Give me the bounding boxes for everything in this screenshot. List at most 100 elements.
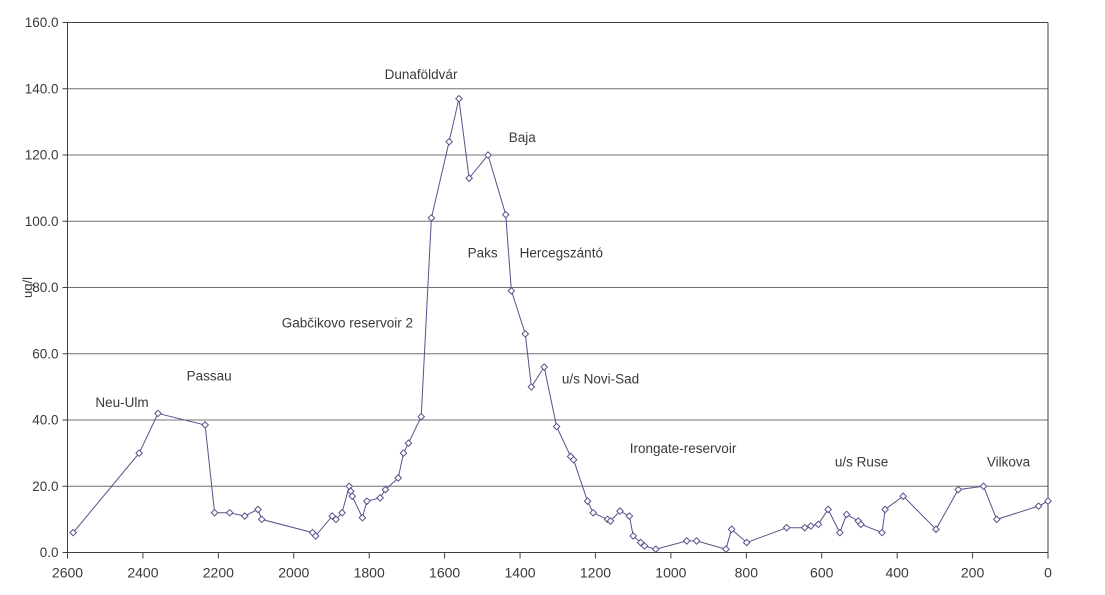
data-point [240,512,249,520]
x-tick-label: 0 [1044,565,1052,581]
data-point [692,536,701,545]
y-tick-label: 120.0 [25,148,59,163]
data-point [835,528,844,537]
annotation-label: Gabčikovo reservoir 2 [282,315,413,330]
data-point [583,497,592,506]
annotation-label: Neu-Ulm [95,395,148,410]
data-point [625,512,634,520]
data-point [348,492,357,501]
data-point [857,520,865,529]
data-point [806,522,815,530]
data-point [69,528,78,537]
y-tick-label: 160.0 [25,15,59,30]
data-point [154,409,162,418]
data-point [800,523,809,532]
data-point [1034,502,1043,511]
data-point [455,94,463,103]
x-tick-label: 2200 [203,565,234,581]
data-point [521,329,530,338]
annotation-label: Baja [509,130,537,145]
data-point [629,532,638,540]
data-point [484,151,492,159]
data-point [881,505,889,514]
data-point [932,525,940,534]
data-point [225,508,234,517]
x-tick-label: 400 [885,565,909,581]
x-tick-label: 1200 [580,565,611,581]
annotation-label: Hercegszántó [520,246,603,261]
data-point [616,507,624,516]
data-point [501,210,510,219]
annotation-label: Dunaföldvár [385,67,458,82]
data-point [727,525,736,534]
data-point [445,137,454,146]
x-tick-label: 2400 [127,565,158,581]
annotation-label: Irongate-reservoir [630,441,737,456]
data-point [332,515,340,524]
annotation-label: Vilkova [987,454,1031,469]
x-tick-label: 200 [961,565,985,581]
annotation-label: Paks [468,246,498,261]
data-point [201,421,210,429]
data-point [527,382,536,391]
y-tick-label: 60.0 [32,346,58,361]
data-point [210,508,219,517]
data-point [399,449,408,458]
data-point [651,545,660,554]
data-point [376,493,385,502]
data-point [338,508,346,517]
data-point [979,482,988,491]
y-tick-label: 100.0 [25,214,59,229]
data-point [722,545,730,554]
data-point [606,517,615,525]
y-tick-label: 40.0 [32,413,58,428]
data-point [992,515,1001,524]
x-tick-label: 1000 [655,565,686,581]
y-tick-label: 0.0 [40,545,59,560]
data-point [254,505,262,514]
data-point [135,449,144,458]
data-point [552,422,561,431]
data-point [358,513,367,522]
data-point [540,363,549,371]
data-point [682,536,691,545]
data-point [394,474,403,482]
data-point [824,505,833,514]
x-tick-label: 1600 [429,565,460,581]
x-tick-label: 1800 [354,565,385,581]
data-point [417,412,426,421]
data-point [899,492,908,501]
data-point [1044,497,1052,506]
y-tick-label: 140.0 [25,81,59,96]
data-point [311,532,320,540]
x-tick-label: 800 [735,565,759,581]
data-point [878,528,886,537]
y-tick-label: 20.0 [32,479,58,494]
x-tick-label: 600 [810,565,834,581]
data-point [742,538,751,547]
data-point [782,523,791,532]
data-point [589,508,598,517]
data-point [363,497,371,506]
annotation-label: u/s Ruse [835,454,888,469]
x-tick-label: 2000 [278,565,309,581]
data-point [465,174,474,183]
data-point [569,455,578,464]
data-point [507,286,516,295]
data-point [842,510,851,519]
annotation-label: Passau [187,368,232,383]
x-tick-label: 1400 [504,565,535,581]
data-point [640,541,649,550]
data-point [814,520,823,529]
annotation-label: u/s Novi-Sad [562,372,639,387]
series-line [72,98,1049,550]
y-axis-title: ug/l [20,277,35,298]
x-tick-label: 2600 [52,565,83,581]
data-point [257,515,266,524]
data-point [427,214,436,222]
y-tick-label: 80.0 [32,280,58,295]
data-point [954,485,963,494]
data-point [404,439,413,448]
